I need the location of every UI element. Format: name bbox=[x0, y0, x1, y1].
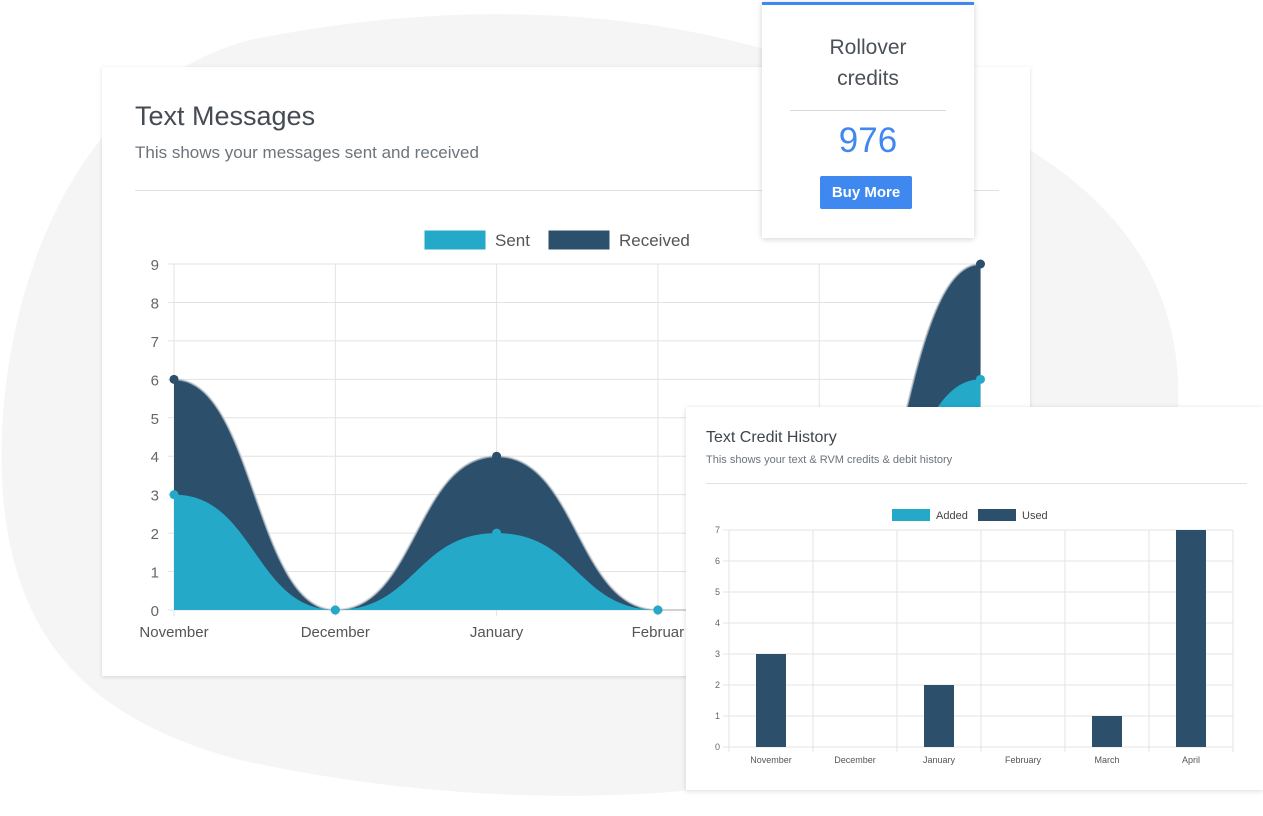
legend-label: Used bbox=[1022, 510, 1048, 522]
text-credit-history-card: Text Credit History This shows your text… bbox=[686, 407, 1263, 790]
x-tick-label: November bbox=[139, 624, 208, 641]
y-tick-label: 0 bbox=[151, 603, 159, 620]
received-point bbox=[976, 259, 985, 269]
messages-divider bbox=[135, 190, 999, 191]
rollover-credits-value: 976 bbox=[838, 121, 898, 160]
used-bar bbox=[756, 654, 786, 747]
history-divider bbox=[706, 483, 1247, 484]
sent-point bbox=[976, 374, 985, 384]
legend-label: Added bbox=[936, 510, 968, 522]
y-tick-label: 0 bbox=[715, 742, 720, 752]
y-tick-label: 5 bbox=[715, 587, 720, 597]
y-tick-label: 9 bbox=[151, 257, 159, 274]
sent-point bbox=[330, 605, 340, 615]
x-tick-label: December bbox=[834, 755, 876, 765]
x-tick-label: January bbox=[470, 624, 524, 641]
y-tick-label: 8 bbox=[151, 295, 159, 312]
y-tick-label: 2 bbox=[715, 680, 720, 690]
legend-swatch bbox=[978, 509, 1016, 521]
y-tick-label: 6 bbox=[151, 372, 159, 389]
y-tick-label: 7 bbox=[151, 334, 159, 351]
y-tick-label: 7 bbox=[715, 525, 720, 535]
y-tick-label: 3 bbox=[715, 649, 720, 659]
x-tick-label: January bbox=[923, 755, 956, 765]
messages-title: Text Messages bbox=[135, 101, 316, 131]
y-tick-label: 5 bbox=[151, 411, 159, 428]
legend-label: Received bbox=[619, 231, 690, 250]
y-tick-label: 3 bbox=[151, 488, 159, 505]
x-tick-label: April bbox=[1182, 755, 1200, 765]
used-bar bbox=[1092, 716, 1122, 747]
x-tick-label: February bbox=[1005, 755, 1042, 765]
y-tick-label: 1 bbox=[715, 711, 720, 721]
messages-subtitle: This shows your messages sent and receiv… bbox=[135, 143, 479, 162]
x-tick-label: December bbox=[301, 624, 370, 641]
x-tick-label: Februar bbox=[632, 624, 685, 641]
received-point bbox=[169, 374, 179, 384]
received-point bbox=[492, 451, 502, 461]
rollover-divider bbox=[790, 110, 946, 111]
sent-point bbox=[169, 490, 179, 500]
history-title: Text Credit History bbox=[706, 429, 837, 446]
legend-swatch bbox=[547, 229, 611, 251]
y-tick-label: 4 bbox=[715, 618, 720, 628]
x-tick-label: March bbox=[1094, 755, 1119, 765]
legend-swatch bbox=[423, 229, 487, 251]
history-subtitle: This shows your text & RVM credits & deb… bbox=[706, 454, 953, 466]
sent-point bbox=[492, 528, 502, 538]
y-tick-label: 2 bbox=[151, 526, 159, 543]
rollover-label-text: Rollover credits bbox=[829, 36, 907, 90]
sent-point bbox=[653, 605, 663, 615]
rollover-credits-card: Rollover credits 976 Buy More bbox=[762, 2, 974, 238]
credit-history-chart: 0 1 2 3 4 5 6 7 November December January February M… bbox=[715, 509, 1234, 765]
legend-swatch bbox=[892, 509, 930, 521]
buy-more-button[interactable]: Buy More bbox=[820, 176, 912, 209]
y-tick-label: 6 bbox=[715, 556, 720, 566]
used-bar bbox=[924, 685, 954, 747]
legend-label: Sent bbox=[495, 231, 530, 250]
y-tick-label: 4 bbox=[151, 449, 159, 466]
y-tick-label: 1 bbox=[151, 565, 159, 582]
x-tick-label: November bbox=[750, 755, 792, 765]
used-bar bbox=[1176, 530, 1206, 747]
rollover-label: Rollover credits bbox=[762, 32, 974, 94]
